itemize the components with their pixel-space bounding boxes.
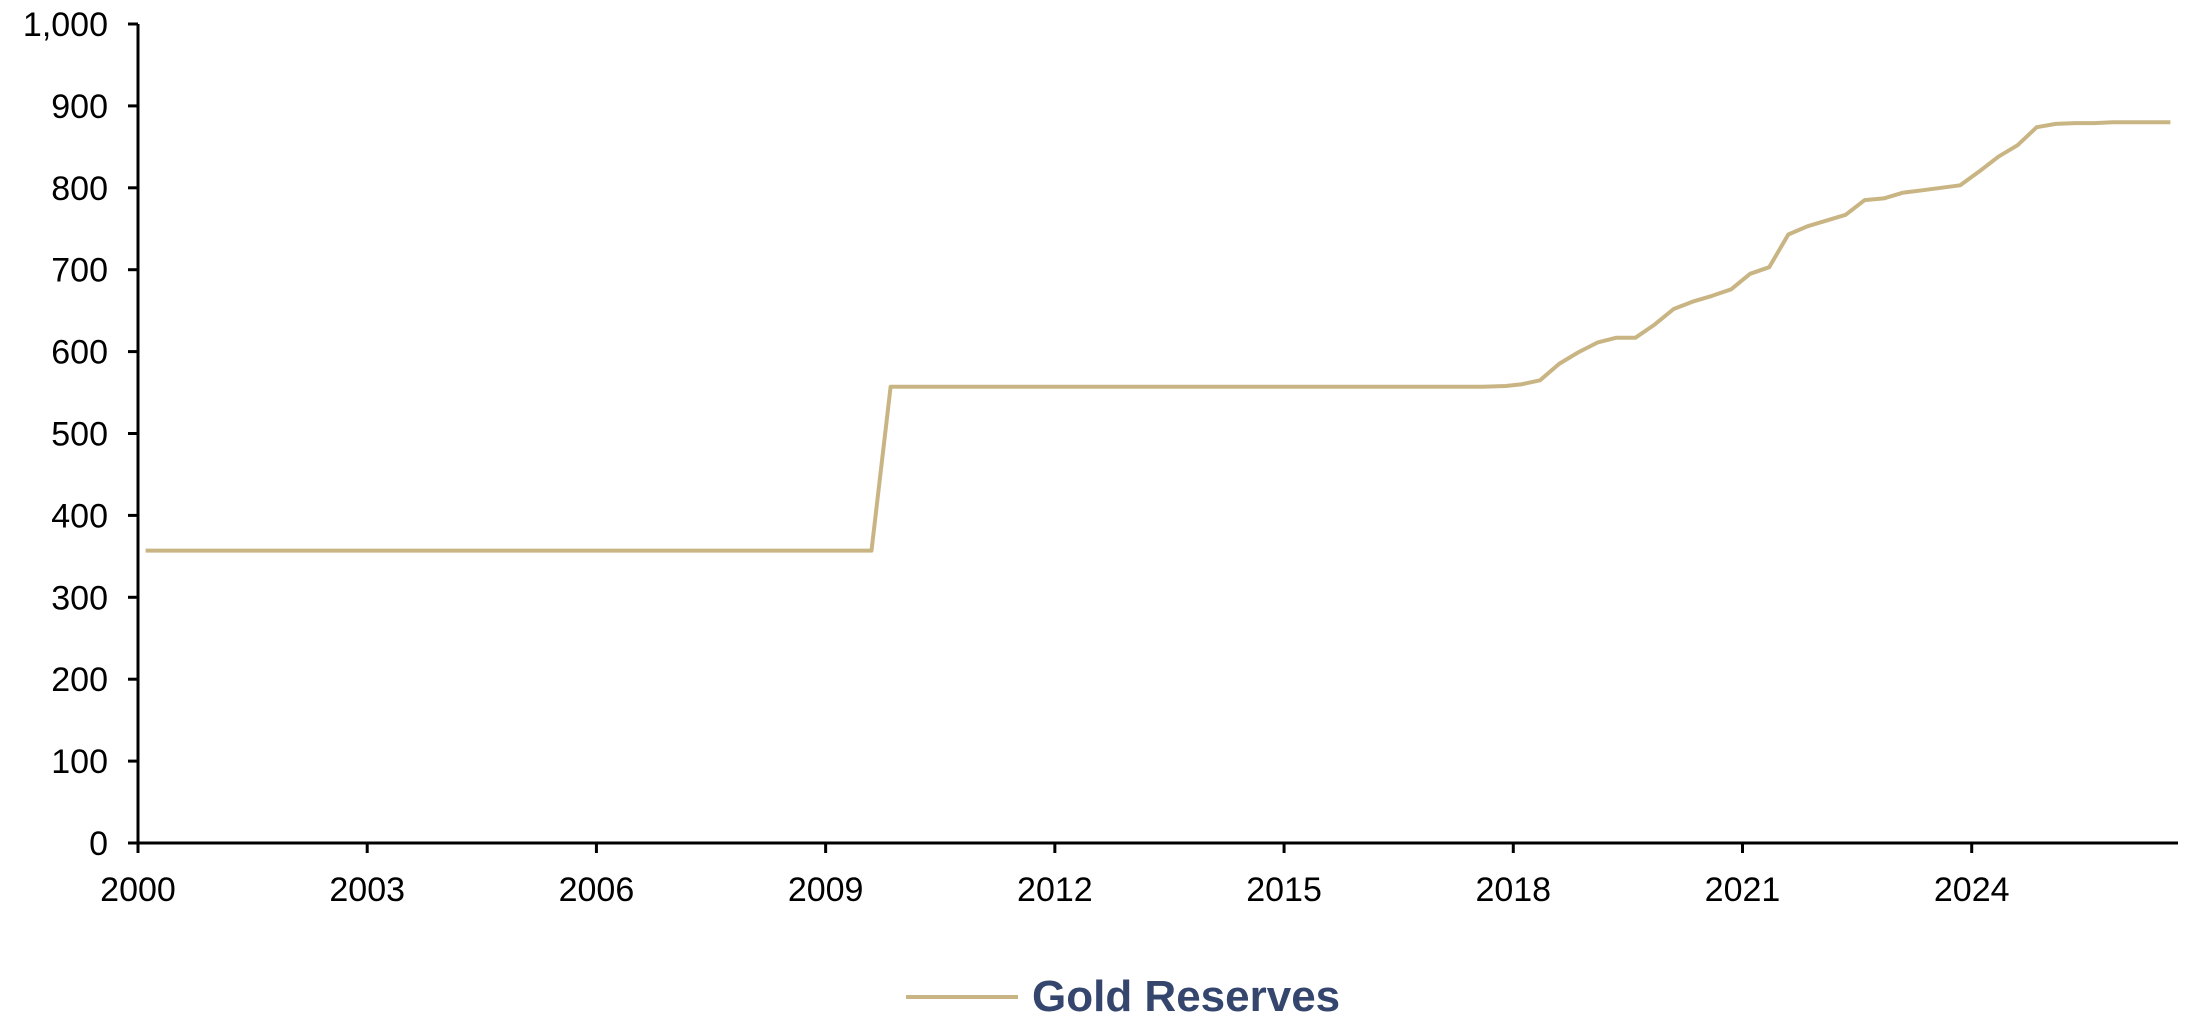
x-tick-label: 2015 xyxy=(1246,871,1322,909)
x-tick-label: 2009 xyxy=(788,871,864,909)
y-tick-label: 600 xyxy=(51,334,108,372)
x-tick-label: 2021 xyxy=(1705,871,1781,909)
y-axis-ticks: 0 100 200 300 400 500 600 700 800 900 1,000 xyxy=(23,6,138,863)
x-tick-label: 2012 xyxy=(1017,871,1093,909)
x-axis-ticks: 2000 2003 2006 2009 2012 2015 2018 2021 2024 xyxy=(100,843,2010,909)
y-tick-label: 900 xyxy=(51,88,108,126)
y-tick-label: 800 xyxy=(51,170,108,208)
series-layer xyxy=(145,120,2171,553)
x-tick-label: 2003 xyxy=(329,871,405,909)
y-tick-label: 1,000 xyxy=(23,6,108,44)
y-tick-label: 100 xyxy=(51,743,108,781)
y-tick-label: 500 xyxy=(51,416,108,454)
x-tick-label: 2000 xyxy=(100,871,176,909)
legend-swatch xyxy=(906,995,1018,999)
y-tick-label: 700 xyxy=(51,252,108,290)
legend-label: Gold Reserves xyxy=(1032,972,1341,1021)
x-tick-label: 2018 xyxy=(1475,871,1551,909)
series-line-gold-reserves xyxy=(145,120,2171,553)
legend: Gold Reserves xyxy=(906,972,1340,1022)
x-tick-label: 2006 xyxy=(559,871,635,909)
y-tick-label: 0 xyxy=(89,825,108,863)
y-tick-label: 200 xyxy=(51,661,108,699)
y-tick-label: 300 xyxy=(51,579,108,617)
x-tick-label: 2024 xyxy=(1934,871,2010,909)
y-tick-label: 400 xyxy=(51,497,108,535)
